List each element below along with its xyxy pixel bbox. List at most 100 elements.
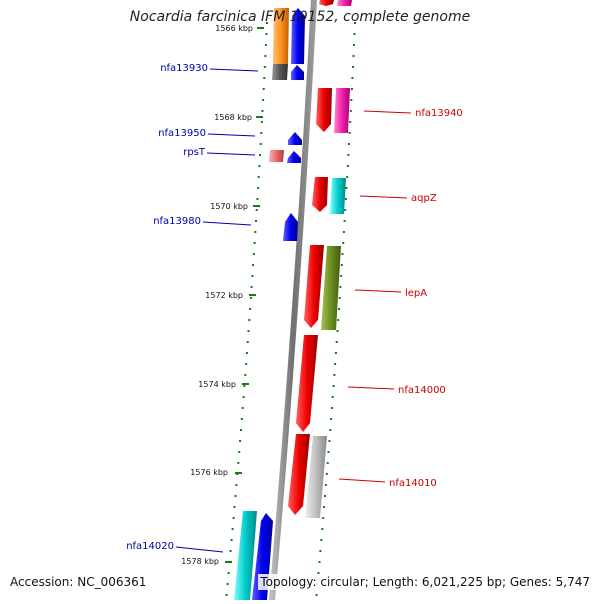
- tick-track-right: [315, 22, 356, 596]
- ruler-label: 1578 kbp: [181, 557, 219, 566]
- tick-dot: [249, 308, 252, 310]
- tick-dot: [234, 495, 237, 497]
- tick-dot: [252, 253, 255, 255]
- tick-dot: [326, 462, 329, 464]
- gene-aqpZ[interactable]: [312, 177, 328, 212]
- tick-dot: [329, 429, 332, 431]
- gene-nfa14000[interactable]: [296, 335, 318, 432]
- gene-nfa13950[interactable]: [288, 132, 302, 145]
- tick-dot: [243, 385, 246, 387]
- tick-dot: [338, 297, 341, 299]
- tick-dot: [250, 286, 253, 288]
- tick-dot: [345, 187, 348, 189]
- label-nfa13930[interactable]: nfa13930: [160, 63, 259, 74]
- ruler-label: 1570 kbp: [210, 202, 248, 211]
- tick-dot: [349, 121, 352, 123]
- tick-dot: [339, 286, 342, 288]
- tick-dot: [346, 165, 349, 167]
- gene-rpsT[interactable]: [269, 150, 284, 162]
- tick-dot: [262, 99, 265, 101]
- tick-dot: [233, 506, 236, 508]
- gene-aqpZ-cyan[interactable]: [330, 178, 346, 214]
- gene-block-orange[interactable]: [273, 8, 289, 64]
- ruler-mark-1566: 1566 kbp: [215, 24, 264, 33]
- tick-dot: [344, 209, 347, 211]
- label-nfa13950[interactable]: nfa13950: [158, 128, 256, 139]
- tick-dot: [331, 396, 334, 398]
- tick-dot: [328, 440, 331, 442]
- tick-dot: [254, 231, 257, 233]
- gene-label: nfa13980: [153, 216, 201, 227]
- ruler-mark-1572: 1572 kbp: [205, 291, 256, 300]
- tick-dot: [343, 220, 346, 222]
- tick-dot: [259, 154, 261, 156]
- tick-dot: [350, 88, 353, 90]
- tick-dot: [263, 66, 266, 68]
- gene-nfa14010-grey[interactable]: [305, 436, 327, 518]
- gene-lepA-olive[interactable]: [321, 246, 341, 330]
- label-nfa13980[interactable]: nfa13980: [153, 216, 252, 227]
- tick-dot: [260, 121, 263, 123]
- gene-arrow-blue[interactable]: [291, 8, 305, 64]
- ruler: 1566 kbp 1568 kbp 1570 kbp 1572 kbp 1574…: [181, 24, 264, 566]
- gene-nfa14010[interactable]: [288, 434, 310, 515]
- tick-dot: [336, 330, 339, 332]
- tick-dot: [320, 539, 323, 541]
- tick-dot: [226, 583, 229, 585]
- ruler-mark-1576: 1576 kbp: [190, 468, 242, 477]
- gene-nfa13980[interactable]: [283, 213, 298, 241]
- tick-dot: [241, 407, 244, 409]
- tick-dot: [227, 572, 230, 574]
- gene-block-dark[interactable]: [272, 64, 288, 80]
- left-gene-labels: nfa13930 nfa13950 rpsT nfa13980 nfa14020: [126, 63, 259, 553]
- tick-dot: [261, 110, 264, 112]
- ruler-label: 1568 kbp: [214, 113, 252, 122]
- tick-dot: [324, 484, 327, 486]
- tick-dot: [330, 418, 333, 420]
- tick-dot: [235, 484, 238, 486]
- tick-dot: [245, 363, 248, 365]
- tick-dot: [350, 99, 353, 101]
- tick-dot: [242, 396, 245, 398]
- tick-dot: [259, 143, 262, 145]
- label-nfa13940[interactable]: nfa13940: [363, 108, 463, 119]
- tick-dot: [255, 220, 257, 222]
- tick-dot: [338, 308, 340, 310]
- accession-label: Accession: NC_006361: [8, 574, 149, 590]
- gene-nfa13940[interactable]: [316, 88, 332, 132]
- tick-dot: [266, 22, 268, 24]
- label-nfa14000[interactable]: nfa14000: [347, 385, 446, 396]
- ruler-mark-1568: 1568 kbp: [214, 113, 263, 122]
- gene-block-cyan[interactable]: [234, 511, 257, 600]
- gene-nfa13940-pink[interactable]: [334, 88, 350, 133]
- ruler-label: 1576 kbp: [190, 468, 228, 477]
- label-aqpZ[interactable]: aqpZ: [359, 193, 437, 204]
- tick-dot: [251, 275, 254, 277]
- tick-dot: [240, 418, 243, 420]
- ruler-label: 1572 kbp: [205, 291, 243, 300]
- gene-lepA[interactable]: [304, 245, 324, 328]
- ruler-mark-1570: 1570 kbp: [210, 202, 260, 211]
- label-nfa14020[interactable]: nfa14020: [126, 541, 224, 553]
- label-rpsT[interactable]: rpsT: [183, 147, 256, 158]
- label-lepA[interactable]: lepA: [354, 288, 427, 299]
- gene-label: nfa13950: [158, 128, 206, 139]
- gene-label: nfa14020: [126, 541, 174, 552]
- tick-dot: [264, 44, 267, 46]
- gene-top-red[interactable]: [319, 0, 334, 6]
- gene-nfa13930[interactable]: [291, 65, 304, 80]
- tick-dot: [245, 352, 248, 354]
- tick-dot: [315, 594, 318, 596]
- tick-dot: [257, 187, 260, 189]
- tick-dot: [354, 22, 356, 24]
- gene-label: lepA: [405, 288, 427, 299]
- genome-backbone: [269, 0, 317, 601]
- tick-dot: [322, 517, 325, 519]
- gene-top-pink[interactable]: [337, 0, 352, 6]
- gene-rpsT-arrow[interactable]: [287, 151, 301, 163]
- tick-dot: [264, 55, 267, 57]
- gene-label: aqpZ: [411, 193, 437, 204]
- label-nfa14010[interactable]: nfa14010: [338, 478, 437, 489]
